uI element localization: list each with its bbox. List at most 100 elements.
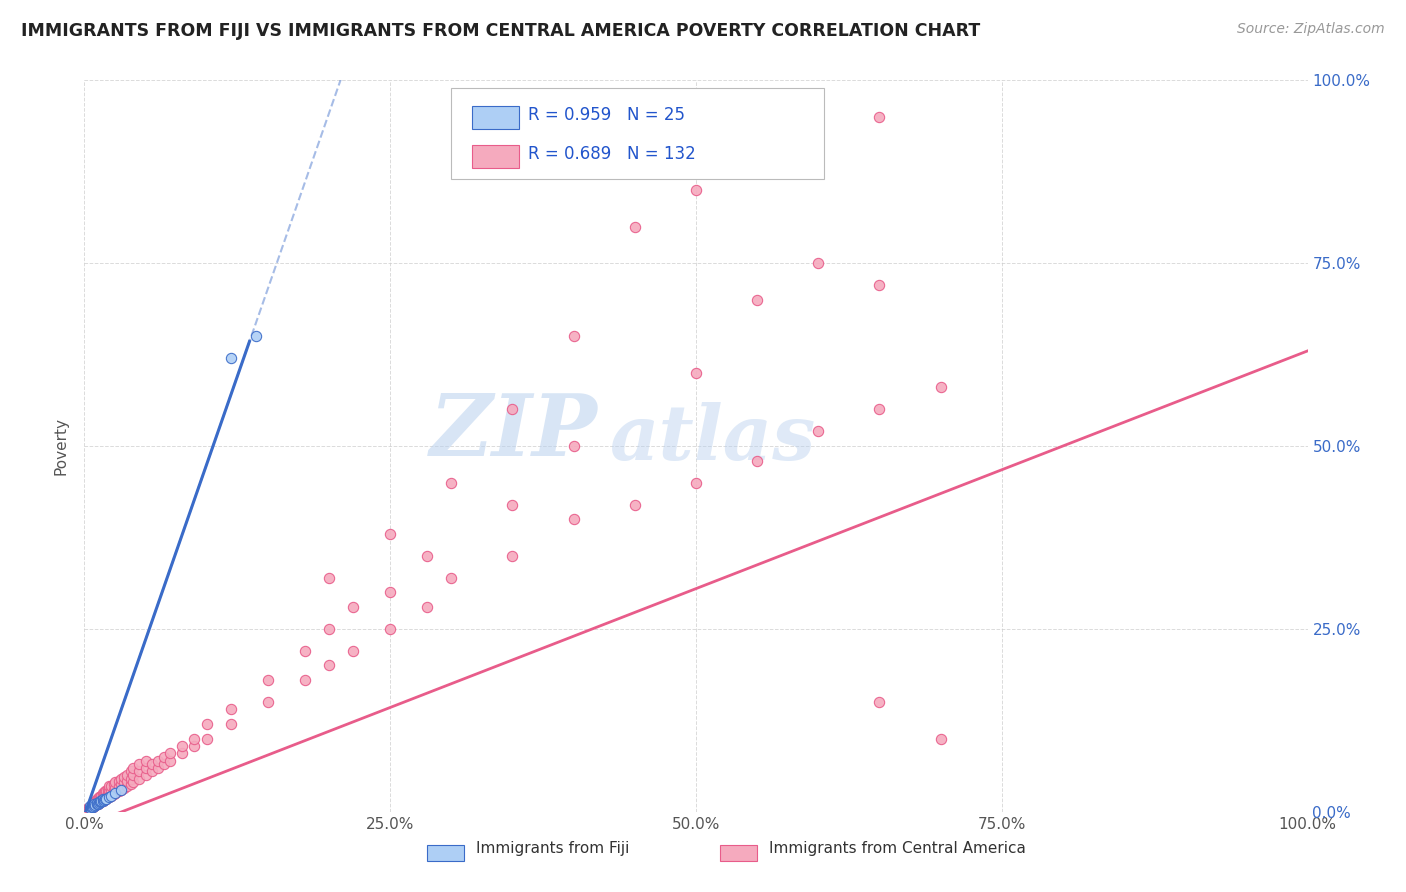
Point (624, 498, 647, 512)
Point (440, 475, 463, 490)
Point (86, 797, 108, 812)
Text: R = 0.959   N = 25: R = 0.959 N = 25 (529, 106, 685, 124)
Point (502, 402, 524, 417)
Point (100, 784, 122, 798)
Point (146, 761, 169, 775)
Point (84, 798, 107, 813)
Point (79, 798, 101, 813)
Point (87, 791, 110, 805)
Point (97, 787, 120, 801)
Point (929, 380, 952, 394)
Text: ZIP: ZIP (430, 390, 598, 473)
Point (115, 768, 138, 782)
Point (104, 781, 127, 796)
Point (195, 717, 218, 731)
Point (110, 782, 132, 797)
Point (128, 757, 150, 772)
Point (107, 784, 129, 798)
Point (89, 795, 111, 809)
Point (77, 801, 100, 815)
Point (97, 790, 120, 805)
Point (135, 754, 157, 768)
Point (159, 754, 181, 768)
Point (83, 798, 105, 813)
Point (104, 787, 127, 801)
Text: R = 0.689   N = 132: R = 0.689 N = 132 (529, 145, 696, 163)
Point (318, 658, 340, 673)
Point (84, 796, 107, 810)
Point (87, 790, 110, 805)
Point (685, 183, 707, 197)
Point (91, 791, 114, 805)
Point (94, 784, 117, 798)
Point (807, 256, 830, 270)
Point (318, 622, 340, 636)
Point (107, 774, 129, 789)
Point (84, 794, 107, 808)
Point (87, 796, 110, 810)
Point (440, 571, 463, 585)
Point (86, 797, 108, 812)
Point (107, 779, 129, 793)
Point (104, 787, 127, 801)
Point (91, 789, 114, 803)
Text: Source: ZipAtlas.com: Source: ZipAtlas.com (1237, 22, 1385, 37)
Point (84, 798, 107, 813)
Point (90, 791, 112, 805)
Point (110, 777, 132, 791)
Point (141, 764, 163, 779)
Point (89, 795, 111, 809)
Point (97, 782, 120, 797)
Point (172, 746, 194, 760)
Point (100, 789, 122, 803)
Point (87, 797, 110, 811)
Point (380, 526, 402, 541)
Point (869, 110, 891, 124)
FancyBboxPatch shape (720, 846, 758, 862)
Text: atlas: atlas (610, 401, 817, 475)
Point (257, 695, 280, 709)
Point (82, 799, 104, 814)
Point (120, 777, 142, 791)
Point (96, 788, 118, 802)
Point (245, 329, 267, 343)
Point (79, 799, 101, 814)
Point (502, 549, 524, 563)
Point (91, 787, 114, 801)
Point (869, 402, 891, 417)
Point (416, 599, 439, 614)
Point (89, 793, 111, 807)
Point (685, 366, 707, 380)
Point (86, 791, 108, 805)
Point (97, 782, 120, 797)
Point (685, 475, 707, 490)
Point (195, 731, 218, 746)
Point (87, 794, 110, 808)
Point (103, 787, 125, 801)
Point (135, 761, 157, 775)
Point (79, 801, 101, 815)
Point (89, 790, 111, 805)
Point (97, 787, 120, 801)
Point (153, 757, 176, 772)
Point (110, 782, 132, 797)
Point (112, 781, 135, 796)
Point (562, 439, 585, 453)
Point (110, 772, 132, 786)
Point (141, 757, 163, 772)
Point (562, 512, 585, 526)
Point (183, 739, 205, 753)
Point (624, 219, 647, 234)
Point (502, 498, 524, 512)
Point (80, 798, 103, 813)
Point (115, 774, 138, 789)
Point (122, 775, 145, 789)
Text: Immigrants from Central America: Immigrants from Central America (769, 840, 1026, 855)
Point (83, 797, 105, 812)
Point (869, 695, 891, 709)
Point (104, 775, 127, 789)
Point (122, 761, 145, 775)
Point (112, 775, 135, 789)
Point (159, 746, 181, 760)
Point (100, 789, 122, 803)
